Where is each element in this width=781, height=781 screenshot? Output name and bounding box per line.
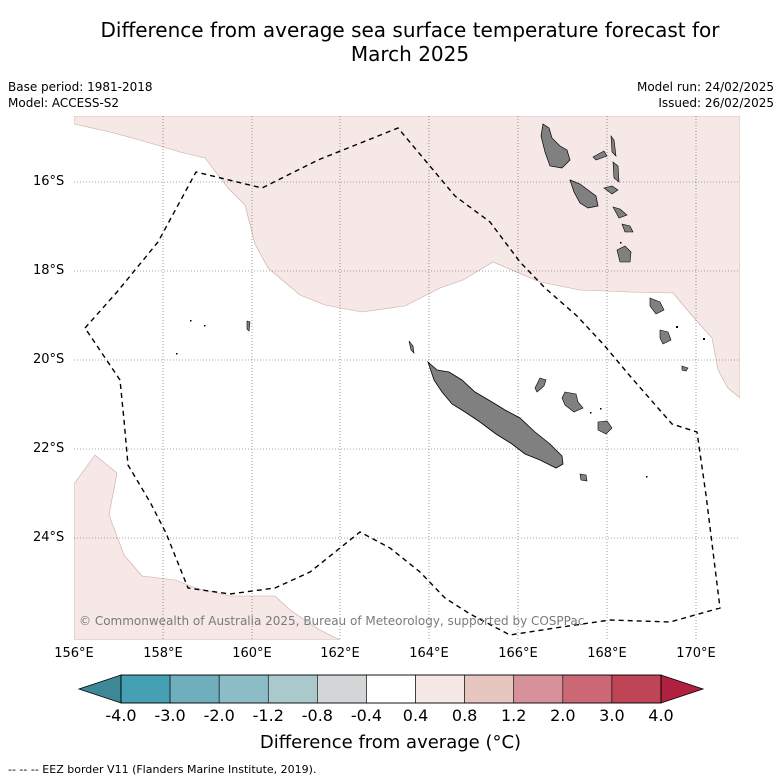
colorbar-tick-label: 0.4 [402, 706, 429, 725]
colorbar-cell [267, 674, 318, 704]
mare-island [597, 420, 613, 435]
lon-label-158e: 158°E [143, 646, 183, 661]
meta-left: Base period: 1981-2018 Model: ACCESS-S2 [8, 79, 153, 111]
colorbar-cells [120, 674, 662, 704]
malekula-island [569, 179, 599, 209]
ambae-island [592, 150, 608, 161]
walpole-island [579, 473, 588, 482]
colorbar [77, 674, 705, 704]
colorbar-cell [415, 674, 465, 704]
title-line-2: March 2025 [350, 42, 470, 66]
erromango-island [616, 245, 632, 263]
base-period: Base period: 1981-2018 [8, 80, 153, 94]
lat-label-24s: 24°S [33, 530, 65, 545]
colorbar-tick-label: -0.4 [350, 706, 383, 725]
tanna-island [649, 297, 665, 315]
lat-label-20s: 20°S [33, 352, 65, 367]
warm-anomaly-region-south [74, 454, 341, 640]
lat-label-22s: 22°S [33, 441, 65, 456]
espiritu-santo-island [540, 123, 571, 169]
colorbar-cell [464, 674, 515, 704]
lat-label-18s: 18°S [33, 263, 65, 278]
lat-label-16s: 16°S [33, 174, 65, 189]
model-name: Model: ACCESS-S2 [8, 96, 120, 110]
pentecost-island [612, 161, 620, 183]
colorbar-cell [562, 674, 613, 704]
chesterfield-islet [246, 320, 251, 332]
colorbar-cell [366, 674, 416, 704]
gridlines [74, 116, 740, 640]
small-island-east [681, 365, 689, 372]
colorbar-cell [611, 674, 662, 704]
colorbar-tick-label: 1.2 [500, 706, 527, 725]
colorbar-over-arrow [660, 674, 705, 704]
colorbar-under-arrow [77, 674, 122, 704]
colorbar-cell [120, 674, 171, 704]
new-caledonia-island [427, 360, 564, 469]
epi-island [612, 206, 628, 219]
colorbar-tick-label: -1.2 [252, 706, 284, 725]
eez-legend-note: -- -- -- EEZ border V11 (Flanders Marine… [8, 763, 317, 776]
issued-date: Issued: 26/02/2025 [658, 96, 774, 110]
meta-right: Model run: 24/02/2025 Issued: 26/02/2025 [637, 79, 774, 111]
colorbar-tick-label: -3.0 [154, 706, 186, 725]
lon-label-166e: 166°E [498, 646, 538, 661]
maewo-island [610, 135, 617, 157]
lon-label-168e: 168°E [587, 646, 627, 661]
map-area [74, 116, 740, 640]
colorbar-tick-label: 2.0 [550, 706, 576, 725]
lon-label-162e: 162°E [320, 646, 360, 661]
title-line-1: Difference from average sea surface temp… [100, 18, 720, 42]
belep-islands [408, 340, 415, 354]
lifou-island [561, 391, 584, 413]
colorbar-cell [218, 674, 269, 704]
colorbar-tick-label: 3.0 [599, 706, 625, 725]
eez-border [84, 127, 721, 636]
copyright-credit: © Commonwealth of Australia 2025, Bureau… [79, 614, 585, 628]
colorbar-cell [317, 674, 367, 704]
colorbar-outline [120, 674, 662, 704]
colorbar-tick-label: -0.8 [301, 706, 333, 725]
map-title: Difference from average sea surface temp… [40, 18, 780, 66]
aneityum-island [659, 329, 672, 345]
colorbar-label: Difference from average (°C) [259, 732, 522, 753]
lon-label-170e: 170°E [676, 646, 716, 661]
colorbar-tick-label: 0.8 [451, 706, 478, 725]
ambrym-island [603, 185, 619, 195]
model-run: Model run: 24/02/2025 [636, 80, 774, 94]
colorbar-tick-label: 4.0 [648, 706, 674, 725]
lon-label-156e: 156°E [54, 646, 94, 661]
colorbar-cell [169, 674, 220, 704]
tiny-islets [176, 242, 705, 478]
lon-label-164e: 164°E [409, 646, 449, 661]
lon-label-160e: 160°E [232, 646, 272, 661]
colorbar-tick-label: -4.0 [105, 706, 137, 725]
colorbar-tick-label: -2.0 [203, 706, 235, 725]
colorbar-cell [513, 674, 564, 704]
efate-island [621, 223, 634, 233]
ouvea-island [534, 377, 547, 393]
